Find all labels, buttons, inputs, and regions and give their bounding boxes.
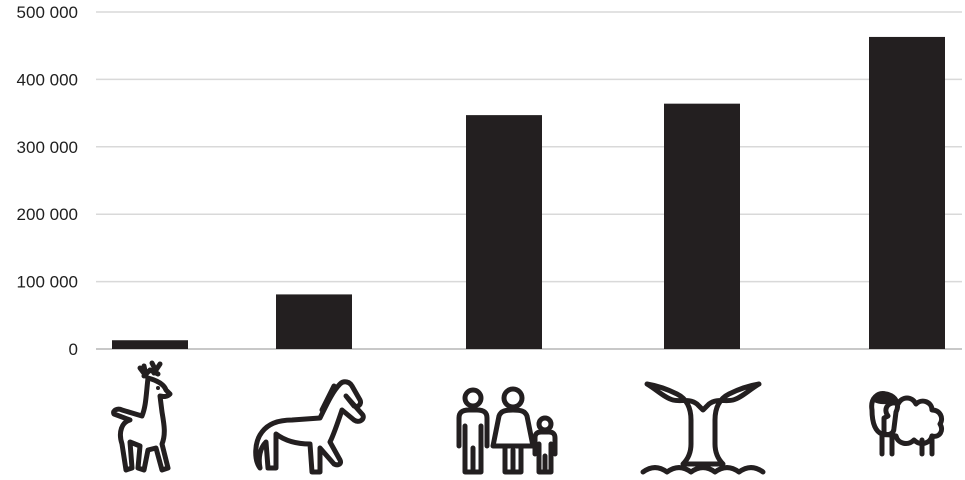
y-tick-label: 200 000	[17, 205, 78, 224]
bar-whale	[664, 103, 740, 349]
y-tick-label: 300 000	[17, 138, 78, 157]
horse-icon	[253, 379, 366, 475]
y-tick-label: 100 000	[17, 273, 78, 292]
bar-people	[466, 115, 542, 349]
family-icon	[456, 386, 558, 475]
deer-icon	[111, 360, 173, 473]
y-tick-label: 500 000	[17, 3, 78, 22]
bar-deer	[112, 340, 188, 349]
bar-horse	[276, 294, 352, 349]
y-axis-ticks: 0 100 000 200 000 300 000 400 000 500 000	[17, 3, 78, 359]
whale-tail-icon	[640, 381, 766, 475]
y-tick-label: 0	[69, 340, 78, 359]
bar-sheep	[869, 36, 945, 350]
sheep-icon	[869, 391, 945, 457]
bars	[112, 36, 945, 350]
y-tick-label: 400 000	[17, 70, 78, 89]
